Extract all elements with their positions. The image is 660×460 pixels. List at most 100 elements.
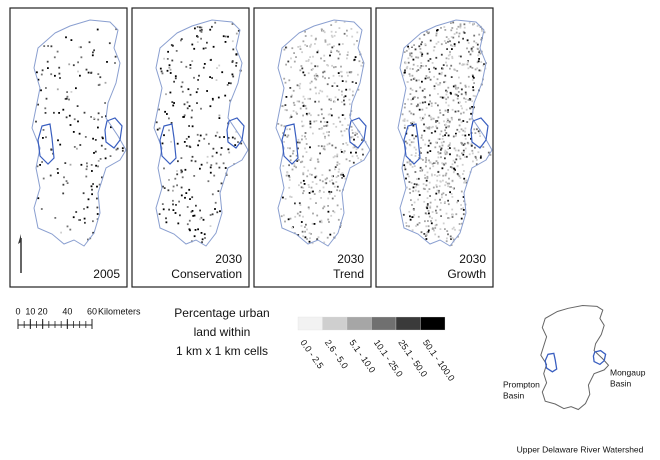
urban-cell [201,164,203,166]
urban-cell [404,51,406,53]
urban-cell [469,98,471,100]
urban-cell [438,122,440,124]
urban-cell [320,121,322,123]
urban-cell [185,169,187,171]
urban-cell [318,101,320,103]
urban-cell [213,175,215,177]
urban-cell [65,98,67,100]
urban-cell [447,97,449,99]
urban-cell [309,241,311,243]
urban-cell [232,61,234,63]
urban-cell [59,73,61,75]
urban-cell [71,91,73,93]
urban-cell [325,39,327,41]
urban-cell [332,198,334,200]
urban-cell [428,60,430,62]
urban-cell [463,112,465,114]
urban-cell [464,131,466,133]
urban-cell [181,171,183,173]
urban-cell [199,168,201,170]
urban-cell [98,160,100,162]
urban-cell [463,182,465,184]
urban-cell [282,197,284,199]
urban-cell [189,105,191,107]
urban-cell [408,162,410,164]
scale-unit: Kilometers [98,306,141,316]
urban-cell [409,75,411,77]
urban-cell [66,180,68,182]
urban-cell [453,168,455,170]
urban-cell [209,76,211,78]
urban-cell [432,228,434,230]
urban-cell [481,30,483,32]
urban-cell [352,94,354,96]
urban-cell [450,236,452,238]
urban-cell [305,132,307,134]
urban-cell [79,75,81,77]
urban-cell [302,102,304,104]
urban-cell [334,101,336,103]
urban-cell [302,231,304,233]
urban-cell [349,89,351,91]
urban-cell [412,98,414,100]
urban-cell [184,103,186,105]
urban-cell [413,59,415,61]
urban-cell [462,164,464,166]
urban-cell [445,150,447,152]
urban-cell [201,232,203,234]
urban-cell [220,154,222,156]
urban-cell [283,78,285,80]
urban-cell [444,184,446,186]
urban-cell [464,143,466,145]
urban-cell [428,160,430,162]
urban-cell [286,128,288,130]
urban-cell [303,190,305,192]
urban-cell [299,142,301,144]
urban-cell [306,113,308,115]
urban-cell [70,124,72,126]
urban-cell [463,213,465,215]
urban-cell [210,172,212,174]
urban-cell [405,141,407,143]
urban-cell [461,128,463,130]
urban-cell [423,34,425,36]
urban-cell [59,144,61,146]
urban-cell [438,236,440,238]
urban-cell [168,189,170,191]
urban-cell [460,113,462,115]
urban-cell [309,82,311,84]
urban-cell [458,119,460,121]
urban-cell [300,108,302,110]
urban-cell [44,107,46,109]
urban-cell [228,148,230,150]
urban-cell [458,26,460,28]
urban-cell [316,215,318,217]
urban-cell [446,240,448,242]
urban-cell [420,43,422,45]
urban-cell [433,67,435,69]
urban-cell [447,41,449,43]
urban-cell [210,225,212,227]
urban-cell [434,162,436,164]
urban-cell [435,68,437,70]
urban-cell [430,116,432,118]
urban-cell [419,222,421,224]
urban-cell [323,125,325,127]
urban-cell [412,68,414,70]
urban-cell [39,164,41,166]
urban-cell [182,91,184,93]
urban-cell [469,22,471,24]
urban-cell [97,119,99,121]
urban-cell [74,146,76,148]
urban-cell [472,67,474,69]
urban-cell [335,66,337,68]
urban-cell [472,86,474,88]
urban-cell [85,176,87,178]
urban-cell [223,162,225,164]
urban-cell [321,220,323,222]
urban-cell [293,163,295,165]
urban-cell [175,204,177,206]
urban-cell [417,199,419,201]
urban-cell [95,151,97,153]
urban-cell [415,155,417,157]
